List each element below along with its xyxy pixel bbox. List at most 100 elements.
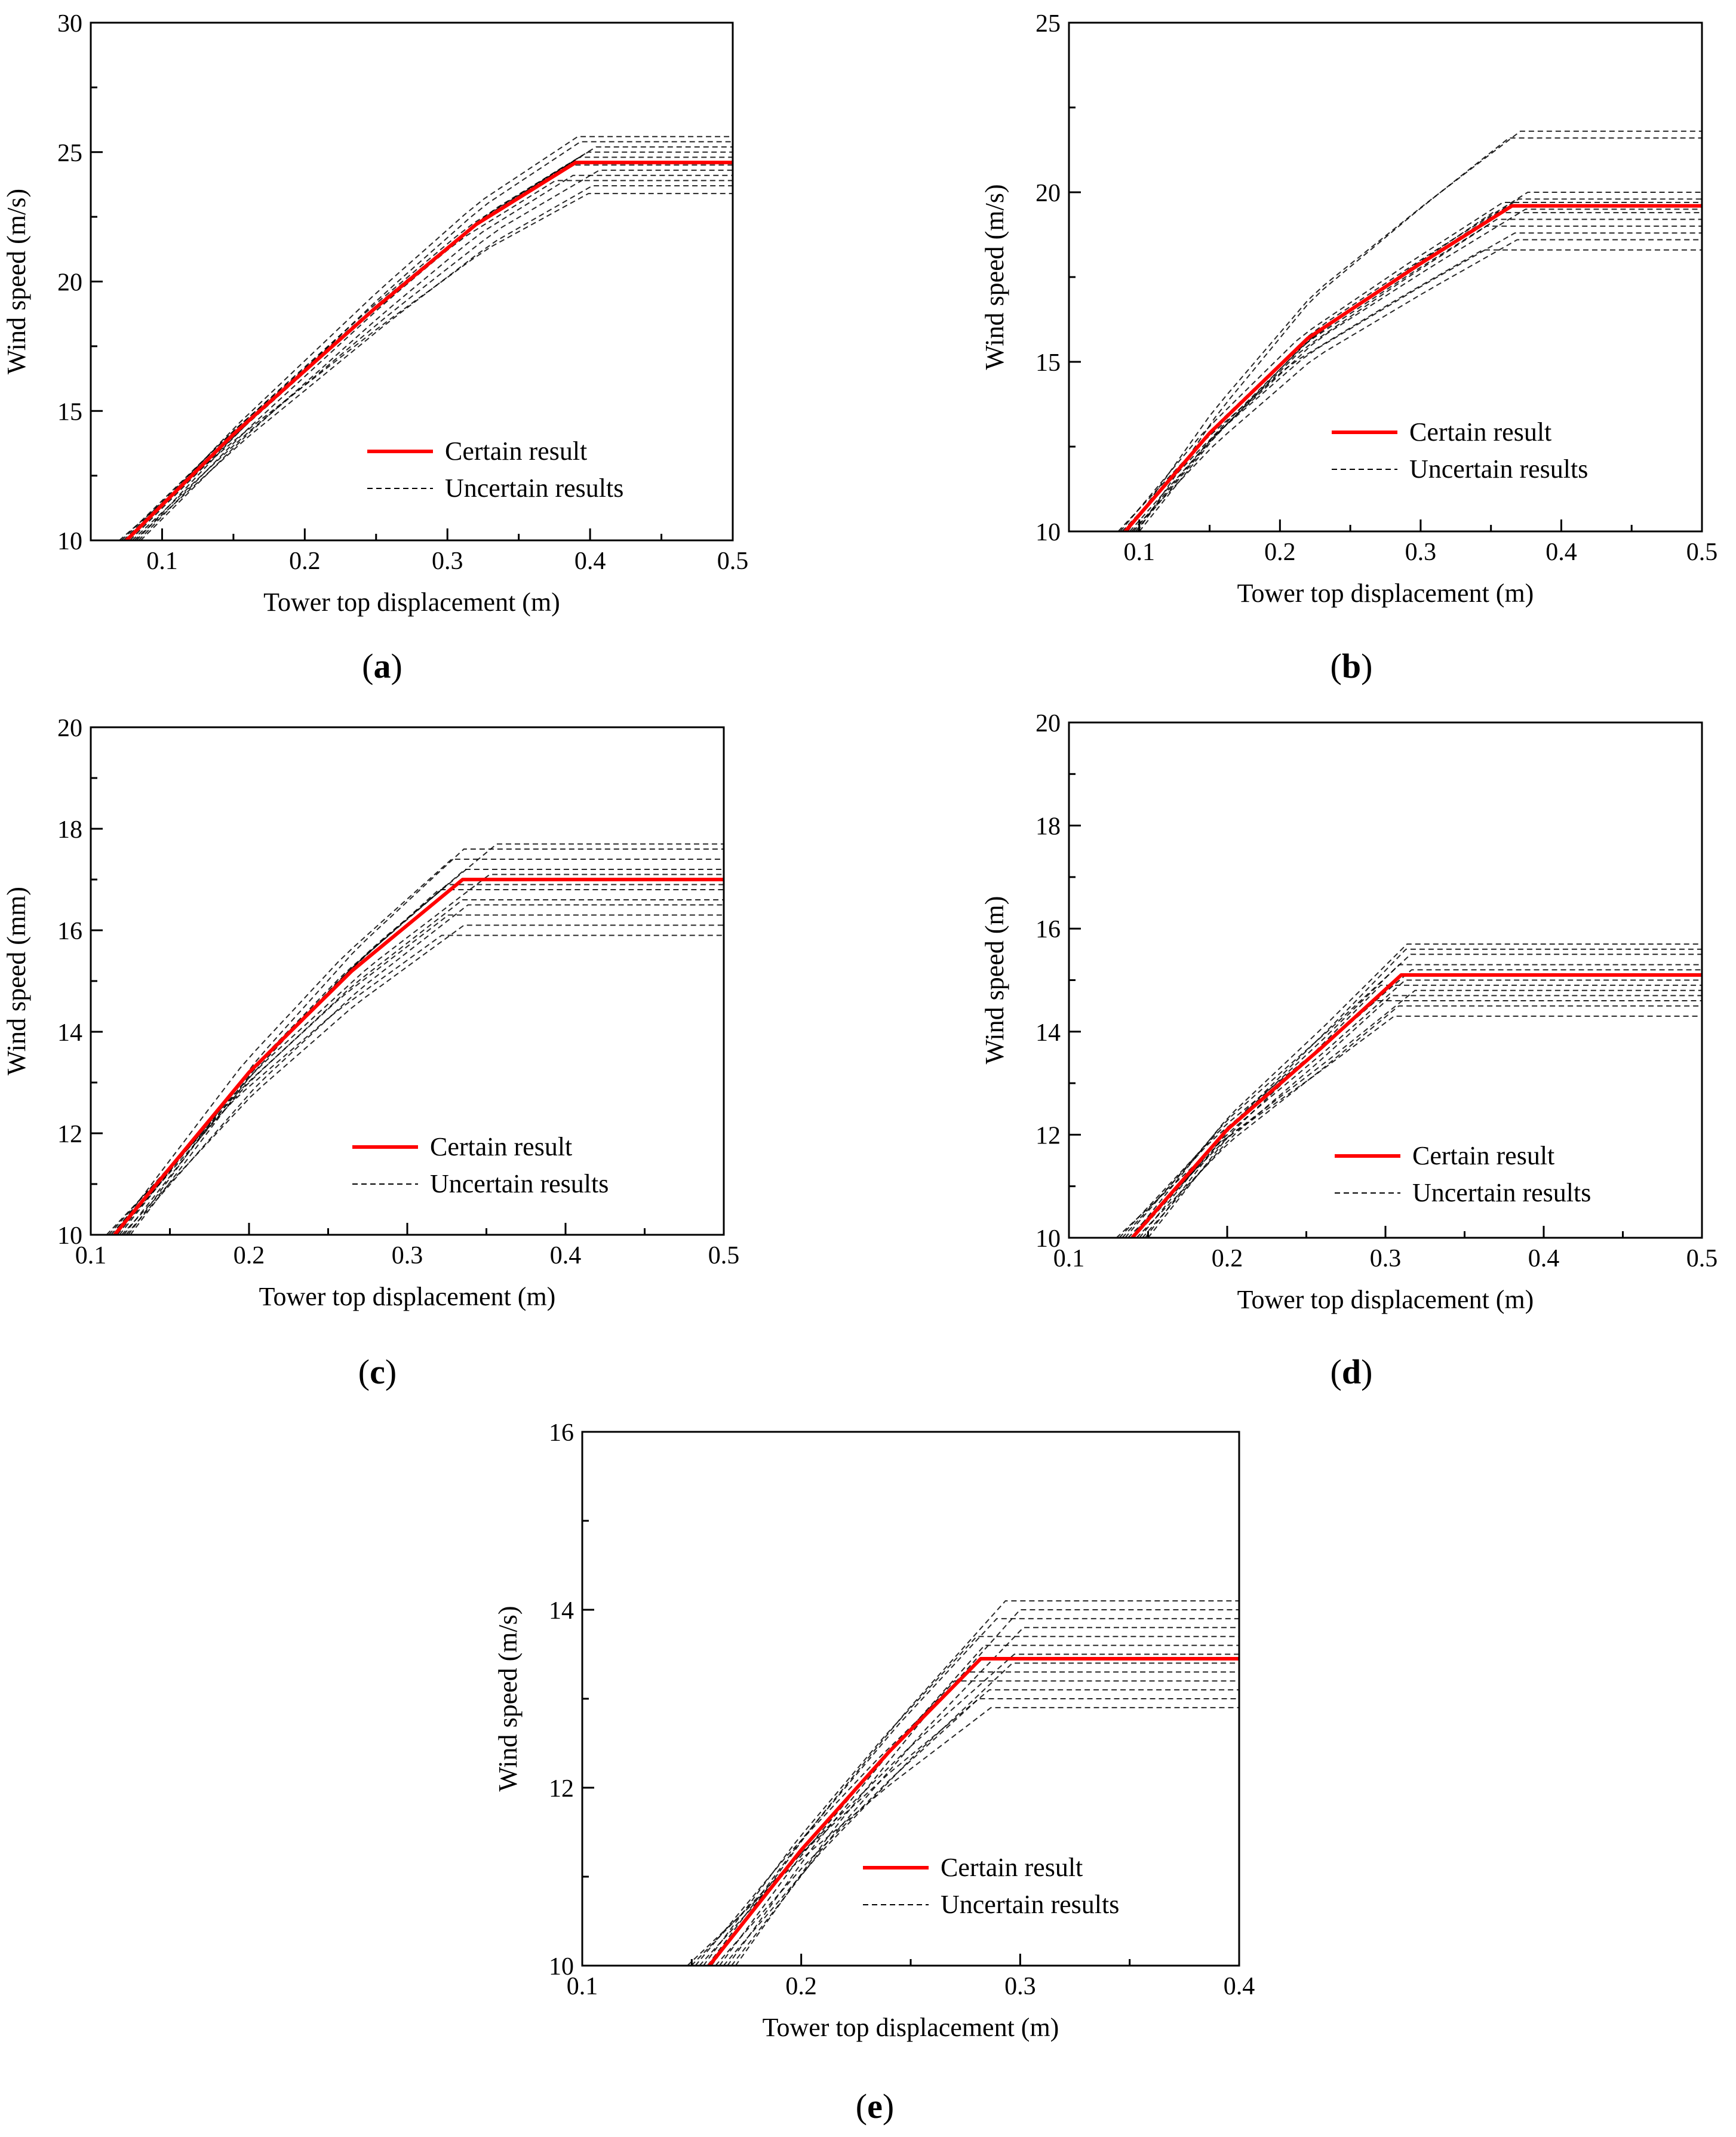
legend-uncertain-label: Uncertain results — [1412, 1178, 1591, 1207]
uncertain-result-line — [699, 1653, 1239, 1966]
x-axis-title: Tower top displacement (m) — [259, 1282, 556, 1311]
legend-uncertain-label: Uncertain results — [445, 473, 623, 503]
uncertain-result-line — [140, 174, 733, 540]
y-tick-label: 10 — [549, 1953, 574, 1981]
x-tick-label: 0.2 — [1264, 539, 1296, 566]
legend-certain-label: Certain result — [430, 1132, 572, 1161]
y-tick-label: 14 — [1036, 1019, 1061, 1047]
uncertain-result-line — [711, 1600, 1239, 1966]
uncertain-result-line — [715, 1698, 1239, 1966]
uncertain-result-line — [731, 1626, 1239, 1966]
panel-label: (e) — [856, 2087, 894, 2126]
uncertain-result-line — [121, 924, 724, 1235]
chart-panel-c: 0.1 0.2 0.3 0.4 0.5 10 12 14 16 18 20 Tower top dis… — [2, 715, 739, 1391]
uncertain-result-line — [1131, 239, 1702, 531]
x-tick-label: 0.4 — [1528, 1245, 1560, 1272]
y-tick-label: 10 — [1036, 519, 1061, 546]
x-tick-label: 0.1 — [146, 548, 178, 575]
chart-panel-a: 0.1 0.2 0.3 0.4 0.5 10 15 20 25 30 Tower top displ… — [2, 10, 748, 685]
panel-label: (b) — [1331, 647, 1373, 685]
y-tick-label: 18 — [57, 816, 82, 844]
x-tick-label: 0.4 — [574, 548, 606, 575]
uncertain-result-line — [1147, 985, 1702, 1238]
legend-uncertain-label: Uncertain results — [1409, 454, 1588, 484]
y-tick-label: 12 — [57, 1121, 82, 1148]
x-tick-label: 0.4 — [1545, 539, 1577, 566]
uncertain-result-line — [1119, 969, 1702, 1238]
x-tick-label: 0.3 — [392, 1242, 423, 1269]
legend: Certain result Uncertain results — [863, 1853, 1119, 1919]
y-axis-title: Wind speed (m/s) — [493, 1606, 523, 1791]
y-tick-label: 15 — [57, 398, 82, 426]
chart-panel-d: 0.1 0.2 0.3 0.4 0.5 10 12 14 16 18 20 Tower top dis… — [980, 710, 1717, 1391]
x-tick-label: 0.5 — [1686, 539, 1718, 566]
uncertain-result-line — [1136, 1005, 1702, 1238]
legend: Certain result Uncertain results — [352, 1132, 609, 1198]
uncertain-result-line — [1142, 995, 1702, 1238]
legend: Certain result Uncertain results — [367, 436, 623, 503]
y-tick-label: 16 — [57, 918, 82, 945]
y-tick-label: 25 — [57, 140, 82, 167]
legend-certain-label: Certain result — [941, 1853, 1083, 1882]
x-tick-label: 0.2 — [785, 1973, 817, 2000]
x-tick-label: 0.2 — [289, 548, 321, 575]
panels: 0.1 0.2 0.3 0.4 0.5 10 15 20 25 30 Tower top displ… — [2, 10, 1717, 2126]
x-tick-label: 0.4 — [1224, 1973, 1255, 2000]
y-tick-label: 20 — [1036, 180, 1061, 207]
y-tick-label: 20 — [1036, 710, 1061, 737]
y-tick-label: 10 — [57, 1222, 82, 1250]
x-axis-title: Tower top displacement (m) — [1237, 579, 1534, 608]
uncertain-result-line — [138, 156, 733, 540]
uncertain-result-line — [1133, 979, 1702, 1238]
y-tick-label: 18 — [1036, 813, 1061, 841]
uncertain-result-line — [723, 1662, 1239, 1966]
uncertain-result-line — [125, 904, 724, 1235]
uncertain-result-line — [1124, 954, 1702, 1238]
uncertain-result-line — [112, 859, 724, 1235]
y-axis-title: Wind speed (m) — [980, 896, 1009, 1065]
legend-uncertain-label: Uncertain results — [430, 1169, 609, 1198]
uncertain-result-line — [735, 1609, 1239, 1966]
x-tick-label: 0.3 — [432, 548, 463, 575]
uncertain-result-line — [1122, 232, 1702, 531]
uncertain-result-line — [129, 151, 733, 540]
x-tick-label: 0.1 — [1124, 539, 1156, 566]
uncertain-result-line — [1136, 137, 1702, 531]
x-axis-title: Tower top displacement (m) — [263, 588, 560, 617]
legend: Certain result Uncertain results — [1335, 1141, 1591, 1207]
x-tick-label: 0.5 — [1686, 1245, 1718, 1272]
uncertain-result-line — [1119, 202, 1702, 531]
legend-certain-label: Certain result — [445, 436, 587, 466]
certain-result-line — [113, 878, 724, 1235]
y-tick-label: 30 — [57, 10, 82, 38]
certain-result-line — [708, 1657, 1239, 1966]
x-tick-label: 0.5 — [717, 548, 749, 575]
x-tick-label: 0.4 — [550, 1242, 582, 1269]
x-tick-label: 0.2 — [233, 1242, 265, 1269]
uncertain-result-line — [706, 1618, 1239, 1966]
y-tick-label: 25 — [1036, 10, 1061, 38]
y-tick-label: 14 — [57, 1019, 82, 1047]
uncertain-result-line — [1127, 130, 1702, 531]
y-tick-label: 16 — [1036, 916, 1061, 943]
x-tick-label: 0.1 — [567, 1973, 598, 2000]
y-tick-label: 15 — [1036, 349, 1061, 377]
y-tick-label: 20 — [57, 715, 82, 742]
x-tick-label: 0.5 — [708, 1242, 740, 1269]
uncertain-result-line — [687, 1706, 1239, 1966]
y-tick-label: 12 — [1036, 1122, 1061, 1149]
y-axis-title: Wind speed (mm) — [2, 887, 31, 1075]
y-tick-label: 10 — [1036, 1225, 1061, 1253]
y-axis-title: Wind speed (m/s) — [980, 184, 1009, 370]
uncertain-results-series — [1116, 943, 1702, 1238]
x-axis-title: Tower top displacement (m) — [1237, 1285, 1534, 1314]
legend: Certain result Uncertain results — [1332, 417, 1588, 484]
y-tick-label: 16 — [549, 1419, 574, 1447]
uncertain-result-line — [1130, 943, 1702, 1238]
panel-label: (a) — [362, 647, 402, 685]
legend-certain-label: Certain result — [1409, 417, 1551, 447]
uncertain-result-line — [136, 141, 733, 540]
uncertain-result-line — [115, 899, 724, 1235]
chart-panel-e: 0.1 0.2 0.3 0.4 10 12 14 16 Tower top displaceme… — [493, 1419, 1255, 2126]
